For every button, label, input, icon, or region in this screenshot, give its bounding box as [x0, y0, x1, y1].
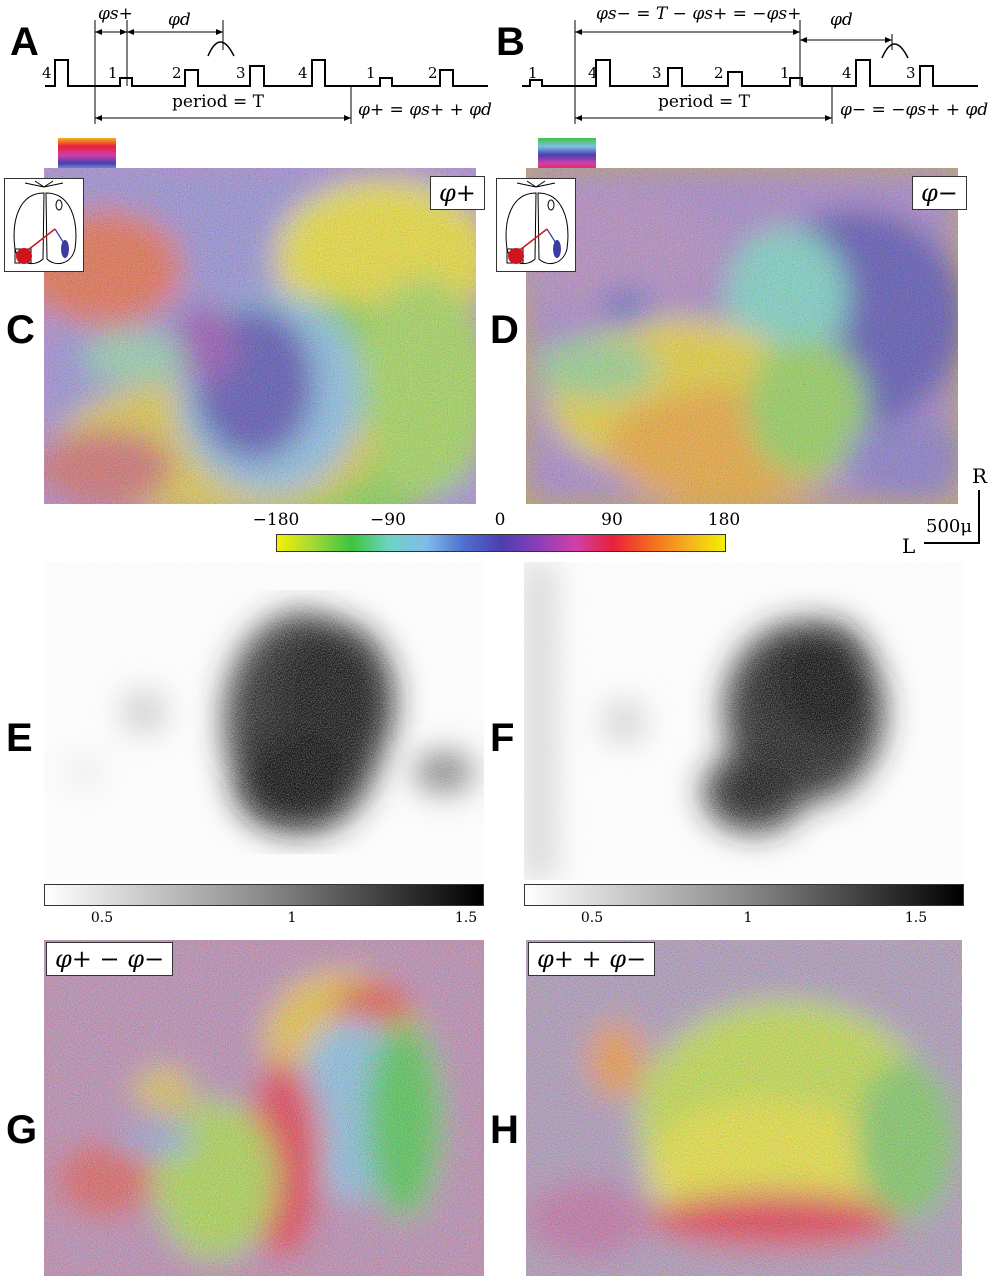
pulse-b-4: 1 — [780, 64, 790, 82]
phi-plus-tag: φ+ — [430, 176, 485, 210]
brain-schematic-c — [4, 178, 84, 272]
amp-e-tick-1: 1 — [287, 910, 297, 926]
pulse-b-5: 4 — [842, 64, 852, 82]
pulse-a-4: 4 — [298, 64, 308, 82]
pulse-a-6: 2 — [428, 64, 438, 82]
period-label-b: period = T — [658, 92, 751, 112]
phase-tick-3: 90 — [601, 510, 623, 530]
amplitude-map-f — [524, 562, 964, 880]
pulse-b-6: 3 — [906, 64, 916, 82]
scale-bar-label: 500μ — [926, 516, 973, 537]
timing-diagram-a — [45, 20, 488, 124]
phase-map-h — [526, 940, 962, 1276]
phi-plus-equation: φ+ = φs+ + φd — [358, 100, 492, 120]
phi-sum-tag: φ+ + φ− — [528, 942, 656, 976]
phi-d-label-b: φd — [830, 10, 853, 30]
phi-s-plus-label: φs+ — [98, 4, 133, 24]
amplitude-colorbar-f — [524, 884, 964, 906]
amp-f-tick-1: 1 — [743, 910, 753, 926]
amp-f-tick-0: 0.5 — [580, 910, 604, 926]
pulse-a-0: 4 — [42, 64, 52, 82]
panel-label-e: E — [6, 716, 33, 760]
panel-label-d: D — [490, 308, 519, 352]
phase-tick-1: −90 — [370, 510, 406, 530]
panel-label-c: C — [6, 308, 35, 352]
scale-r-label: R — [972, 464, 988, 488]
phase-colorbar — [276, 534, 726, 552]
pulse-b-0: 1 — [528, 64, 538, 82]
panel-label-g: G — [6, 1108, 38, 1152]
panel-label-h: H — [490, 1108, 519, 1152]
phi-diff-tag: φ+ − φ− — [46, 942, 174, 976]
phase-tick-4: 180 — [707, 510, 741, 530]
scale-bar-horizontal — [924, 542, 980, 544]
pulse-b-1: 4 — [588, 64, 598, 82]
pulse-a-1: 1 — [108, 64, 118, 82]
pulse-b-2: 3 — [652, 64, 662, 82]
panel-label-a: A — [10, 20, 39, 64]
phase-tick-2: 0 — [494, 510, 506, 530]
amplitude-map-e — [44, 562, 484, 880]
phase-map-g — [44, 940, 484, 1276]
pulse-a-2: 2 — [172, 64, 182, 82]
amp-e-tick-2: 1.5 — [454, 910, 478, 926]
phi-minus-equation: φ− = −φs+ + φd — [840, 100, 989, 120]
panel-label-f: F — [490, 716, 515, 760]
period-label-a: period = T — [172, 92, 265, 112]
phase-map-c — [44, 168, 476, 504]
pulse-a-3: 3 — [236, 64, 246, 82]
phi-d-label-a: φd — [168, 10, 191, 30]
amplitude-colorbar-e — [44, 884, 484, 906]
brain-schematic-d — [496, 178, 576, 272]
panel-label-b: B — [496, 20, 525, 64]
phi-minus-tag: φ− — [912, 176, 967, 210]
pulse-a-5: 1 — [366, 64, 376, 82]
phase-map-d — [526, 168, 958, 504]
scale-l-label: L — [902, 534, 916, 558]
amp-e-tick-0: 0.5 — [90, 910, 114, 926]
timing-diagram-b — [522, 20, 978, 124]
phase-tick-0: −180 — [252, 510, 300, 530]
phi-s-minus-equation: φs− = T − φs+ = −φs+ — [596, 4, 802, 24]
amp-f-tick-2: 1.5 — [904, 910, 928, 926]
pulse-b-3: 2 — [714, 64, 724, 82]
scale-bar-vertical — [978, 490, 980, 544]
